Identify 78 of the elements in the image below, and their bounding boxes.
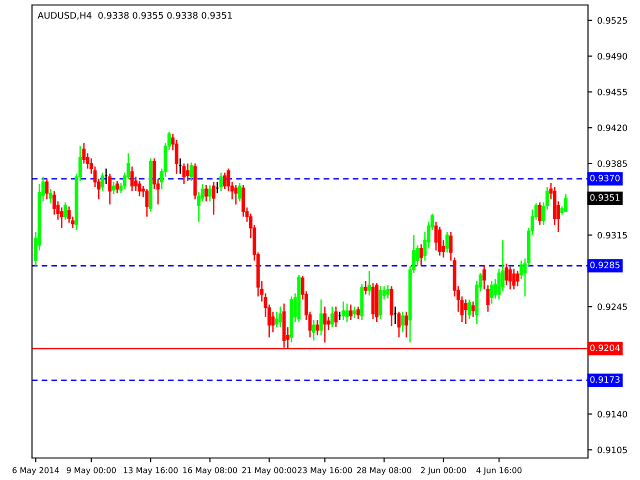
candlestick <box>397 311 401 338</box>
ref-line-label: 0.9370 <box>590 174 620 182</box>
x-tick-label: 9 May 00:00 <box>66 467 116 475</box>
candlestick <box>234 184 238 206</box>
candlestick <box>504 263 508 286</box>
candlestick <box>419 244 423 266</box>
candlestick <box>212 181 216 216</box>
candlestick <box>100 172 104 192</box>
x-tick-label: 13 May 16:00 <box>124 467 178 475</box>
candlestick <box>356 306 360 320</box>
candlestick <box>516 270 520 287</box>
candlestick <box>464 298 468 325</box>
y-tick-label: 0.9105 <box>598 446 627 454</box>
candlestick <box>67 206 71 224</box>
candlestick <box>48 188 52 204</box>
text: 0.9351 <box>590 194 620 201</box>
ref-line-label: 0.9173 <box>590 376 620 383</box>
x-tick-label: 2 Jun 00:00 <box>421 467 466 475</box>
candlestick <box>564 193 568 212</box>
ref-line-label: 0.9204 <box>590 344 620 352</box>
candlestick <box>349 304 352 321</box>
candlestick <box>52 190 56 216</box>
candlestick <box>490 280 494 304</box>
candlestick <box>312 319 316 342</box>
candlestick <box>364 280 368 296</box>
candlestick <box>512 268 516 290</box>
candlestick <box>219 172 223 192</box>
candlestick <box>271 311 275 333</box>
x-tick-label: 28 May 08:00 <box>357 467 412 475</box>
candlestick <box>64 202 68 220</box>
candlestick <box>278 306 282 328</box>
candlestick <box>116 180 119 194</box>
candlestick <box>45 178 49 200</box>
candlestick <box>471 300 475 318</box>
candlestick <box>204 184 208 202</box>
y-tick-label: 0.9420 <box>598 124 628 132</box>
x-tick-label: 21 May 00:00 <box>242 467 296 475</box>
candlestick <box>319 298 323 336</box>
ref-line-label: 0.9285 <box>590 262 620 268</box>
y-tick-label: 0.9385 <box>598 160 627 167</box>
candlestick <box>400 311 404 333</box>
candlestick <box>130 166 134 192</box>
y-tick-label: 0.9525 <box>598 17 627 24</box>
candlestick <box>342 300 346 321</box>
candlestick <box>345 302 349 323</box>
candlestick <box>323 306 327 344</box>
x-tick-label: 16 May 08:00 <box>183 467 238 475</box>
y-tick-label: 0.9315 <box>598 232 627 239</box>
y-tick-label: 0.9245 <box>598 303 627 310</box>
candlestick <box>112 181 116 195</box>
candlestick <box>445 231 449 254</box>
candlestick <box>208 184 212 202</box>
candlestick <box>386 284 390 300</box>
y-tick-label: 0.9140 <box>598 410 628 418</box>
text: AUDUSD,H4 0.9338 0.9355 0.9338 0.9351 <box>38 12 232 20</box>
candlestick <box>326 316 330 331</box>
candlestick <box>316 319 320 336</box>
candlestick <box>334 306 338 328</box>
candlestick <box>82 142 86 164</box>
candlestick <box>138 180 142 197</box>
y-tick-label: 0.9490 <box>598 52 628 60</box>
candlestick <box>368 270 372 296</box>
candlestick <box>145 188 149 218</box>
candlestick <box>538 202 542 226</box>
x-tick-label: 4 Jun 16:00 <box>476 467 522 475</box>
candlestick <box>404 311 408 338</box>
candlestick <box>186 162 190 182</box>
candlestick <box>190 162 194 182</box>
candlestick <box>330 306 334 328</box>
candlestick <box>238 182 242 202</box>
y-tick-label: 0.9455 <box>598 88 627 96</box>
candlestick <box>108 173 112 206</box>
x-tick-label: 6 May 2014 <box>12 467 59 475</box>
candlestick <box>508 266 512 290</box>
candlestick <box>468 298 472 320</box>
x-tick-label: 23 May 16:00 <box>298 467 352 475</box>
candlestick <box>223 172 226 190</box>
candlestick <box>438 226 442 256</box>
